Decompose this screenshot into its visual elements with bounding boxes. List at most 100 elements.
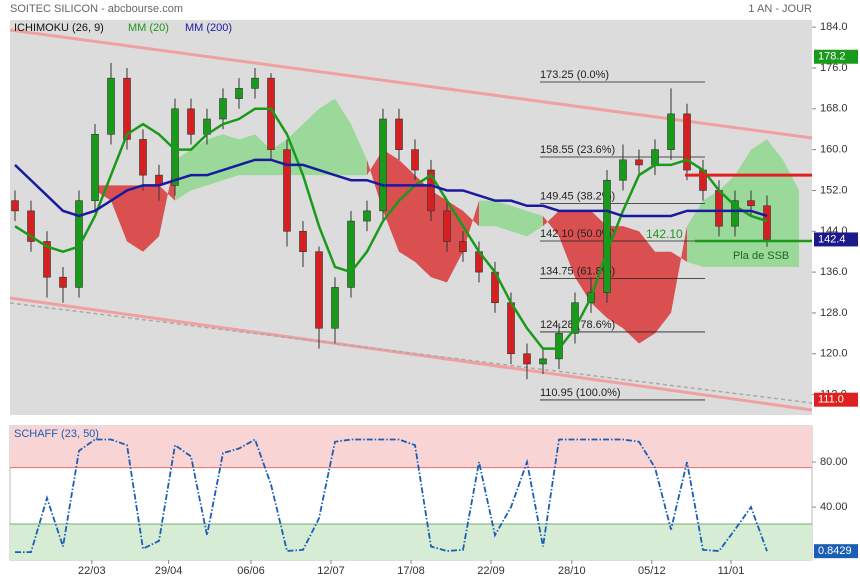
- ichimoku-cloud: [559, 210, 575, 278]
- candle-body: [635, 159, 643, 166]
- ichimoku-cloud: [671, 226, 687, 313]
- ichimoku-cloud: [543, 210, 559, 237]
- candle-body: [395, 118, 403, 150]
- ichimoku-cloud: [223, 134, 239, 181]
- price-marker-label: 178.2: [818, 51, 846, 63]
- fib-label: 158.55 (23.6%): [540, 144, 615, 156]
- legend-entry: MM (20): [128, 22, 169, 34]
- price-marker-label: 142.4: [818, 233, 846, 245]
- moving-average: [14, 158, 768, 218]
- ichimoku-cloud: [127, 185, 143, 252]
- candle-body: [331, 287, 339, 329]
- level-label: 142.10: [646, 227, 683, 241]
- candle-body: [443, 210, 451, 242]
- ichimoku-cloud: [239, 134, 255, 176]
- candle-body: [59, 276, 67, 288]
- price-marker: [814, 232, 858, 247]
- ichimoku-cloud: [191, 139, 207, 191]
- ichimoku-cloud: [399, 159, 415, 262]
- ichimoku-cloud: [415, 175, 431, 278]
- y-tick-label: 152.0: [820, 184, 848, 196]
- candle-body: [187, 108, 195, 135]
- y-tick-label: 40.00: [820, 501, 848, 513]
- ichimoku-cloud: [639, 231, 655, 344]
- x-tick-label: 29/04: [155, 565, 183, 577]
- candle-body: [283, 149, 291, 232]
- ichimoku-cloud: [431, 190, 447, 283]
- value-marker: [814, 544, 858, 559]
- candle-body: [27, 210, 35, 242]
- candle-body: [235, 88, 243, 99]
- ichimoku-cloud: [463, 200, 479, 252]
- candle-body: [379, 118, 387, 212]
- price-marker-label: 111.0: [818, 394, 844, 406]
- ichimoku-cloud: [335, 98, 351, 176]
- ichimoku-cloud: [767, 139, 783, 268]
- ichimoku-cloud: [527, 210, 543, 237]
- candle-body: [139, 139, 147, 176]
- ichimoku-cloud: [303, 108, 319, 176]
- candle-body: [299, 230, 307, 252]
- candle-body: [91, 134, 99, 201]
- ichimoku-cloud: [351, 124, 367, 176]
- candle-body: [571, 302, 579, 334]
- y-tick-label: 168.0: [820, 103, 848, 115]
- ichimoku-cloud: [159, 159, 175, 237]
- candle-body: [731, 200, 739, 227]
- legend-ichimoku: ICHIMOKU (26, 9): [14, 22, 104, 34]
- candle-body: [523, 353, 531, 365]
- candle-body: [539, 358, 547, 365]
- candle-body: [763, 205, 771, 240]
- annotation: Pla de SSB: [733, 250, 789, 262]
- ichimoku-cloud: [735, 149, 751, 268]
- schaff-title: SCHAFF (23, 50): [14, 428, 99, 440]
- x-tick-label: 06/06: [237, 565, 265, 577]
- y-tick-label: 136.0: [820, 266, 848, 278]
- ichimoku-cloud: [495, 200, 511, 232]
- price-marker: [814, 49, 858, 64]
- overbought-zone: [10, 426, 812, 468]
- candle-body: [747, 200, 755, 207]
- candle-body: [683, 113, 691, 171]
- oversold-zone: [10, 523, 812, 560]
- x-tick-label: 05/12: [638, 565, 666, 577]
- candle-body: [411, 149, 419, 171]
- candle-body: [123, 77, 131, 140]
- x-tick-label: 28/10: [558, 565, 586, 577]
- candle-body: [315, 251, 323, 329]
- candle-body: [11, 200, 19, 212]
- x-tick-label: 22/09: [477, 565, 505, 577]
- x-tick-label: 17/08: [397, 565, 425, 577]
- ichimoku-cloud: [479, 200, 495, 227]
- schaff-line: [15, 438, 768, 554]
- channel-top: [9, 28, 813, 140]
- fib-label: 110.95 (100.0%): [540, 387, 621, 399]
- ichimoku-cloud: [607, 226, 623, 329]
- ichimoku-cloud: [383, 149, 399, 252]
- fib-label: 149.45 (38.2%): [540, 190, 615, 202]
- y-tick-label: 160.0: [820, 144, 848, 156]
- ichimoku-cloud: [575, 210, 591, 303]
- ichimoku-cloud: [271, 139, 287, 176]
- y-tick-label: 120.0: [820, 348, 848, 360]
- x-tick-label: 11/01: [718, 565, 745, 577]
- ichimoku-cloud: [591, 210, 607, 319]
- ichimoku-cloud: [623, 226, 639, 344]
- ichimoku-cloud: [655, 251, 671, 334]
- candle-body: [507, 302, 515, 355]
- candle-body: [667, 113, 675, 150]
- ichimoku-cloud: [367, 149, 383, 211]
- channel-bottom: [9, 296, 813, 412]
- x-tick-label: 22/03: [78, 565, 106, 577]
- ichimoku-cloud: [175, 149, 191, 201]
- ichimoku-cloud: [719, 175, 735, 268]
- price-marker: [814, 392, 858, 407]
- candle-body: [347, 220, 355, 288]
- ichimoku-cloud: [207, 134, 223, 186]
- ichimoku-cloud: [703, 190, 719, 268]
- y-tick-label: 128.0: [820, 307, 848, 319]
- fib-label: 173.25 (0.0%): [540, 69, 609, 81]
- chart-title: SOITEC SILICON - abcbourse.com: [10, 3, 183, 15]
- candle-body: [619, 159, 627, 181]
